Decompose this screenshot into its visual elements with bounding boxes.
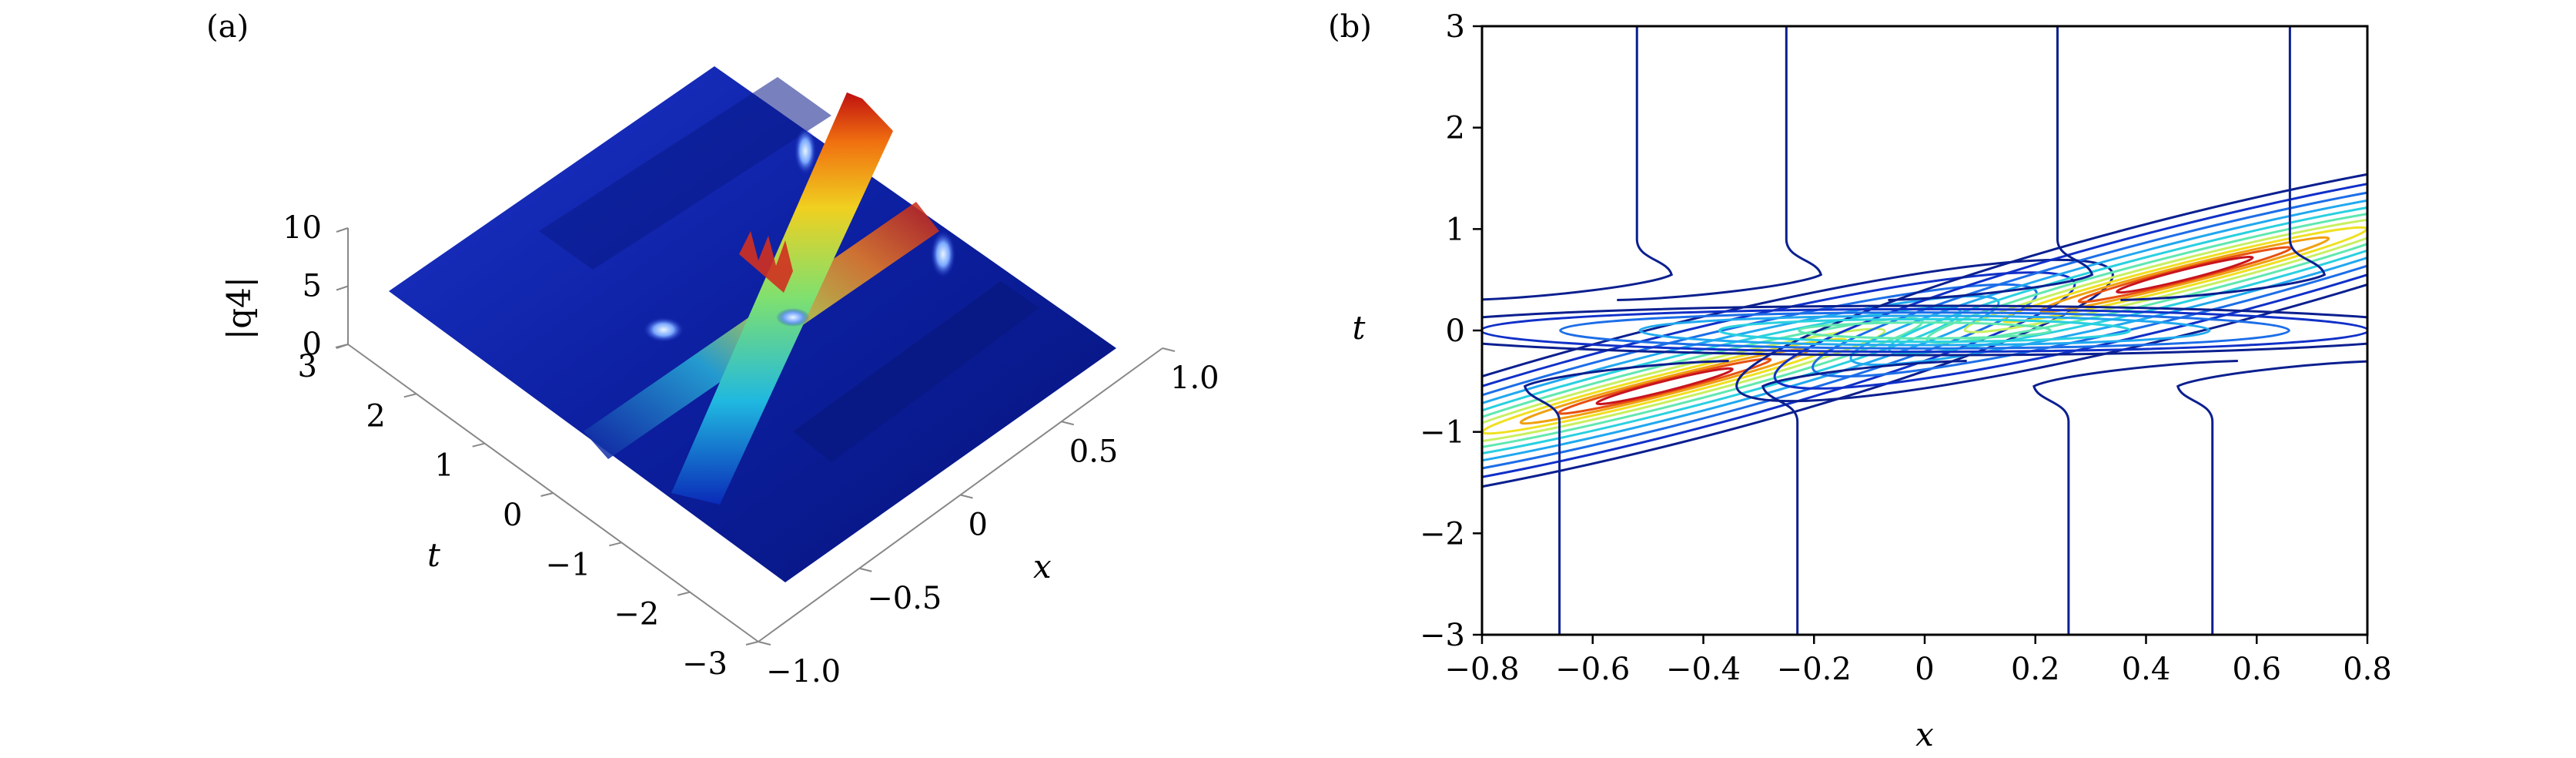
x-tick-label: −0.6 [1555,652,1630,687]
contour-line [1482,317,1924,456]
surface-highlight [644,317,684,342]
panel-a-label: (a) [206,9,249,45]
x-tick-label: −0.5 [867,581,942,616]
contour-line [1718,317,2132,344]
y-tick-label: −1 [1420,415,1465,451]
y-axis-title-b: t [1353,309,1366,347]
contour-line [1482,304,2367,357]
t-tick-label: −2 [614,597,659,632]
t-tick [745,641,759,646]
contour-line [1925,205,2367,344]
contour-line [2116,255,2254,294]
plot-frame [1480,25,2369,636]
contour-line [1888,26,2094,301]
t-tick [677,591,691,596]
z-tick-label: 0 [303,327,322,362]
x-tick [758,641,771,646]
y-tick-label: 3 [1446,9,1465,45]
x-tick [1061,421,1074,426]
x-tick-label: −0.4 [1666,652,1741,687]
t-tick [609,542,622,547]
contour-line [1773,159,2367,390]
x-axis-title: x [1033,548,1052,585]
x-tick-label: 0.2 [2011,652,2060,687]
x-tick-label: −1.0 [766,654,841,689]
contour-line [1617,26,1823,301]
contour-axis-ticks [1473,25,2369,644]
contour-line [2176,360,2367,635]
contour-line [1482,26,1673,301]
z-tick-label: 10 [283,210,322,246]
contour-line [1557,357,1772,415]
y-tick-label: −3 [1420,618,1465,653]
z-tick [336,285,349,291]
surface-band [539,77,831,270]
y-tick-label: 2 [1446,111,1465,146]
contour-line [2077,246,2292,304]
contour-plot-area [1482,26,2367,635]
contour-line [1523,360,1729,635]
panel-b: (b) −0.8 −0.6 −0.4 −0.2 0 0.2 0.4 0.6 0.8 −3 −2 −1 0… [1328,9,2392,753]
contour-line [1849,183,2367,367]
x-tick [1162,347,1176,352]
x-tick-label: 0.5 [1069,434,1119,469]
t-tick [403,393,417,398]
z-tick-label: 5 [303,269,322,304]
x-tick-label: 0.4 [2122,652,2171,687]
t-axis-title: t [427,536,440,574]
axes-3d-ticks [335,227,1176,646]
contour-lines [1482,26,2367,635]
x-tick [960,494,973,499]
t-tick-label: −3 [682,646,728,682]
contour-line [2120,26,2327,301]
x-tick-label: 1.0 [1170,361,1219,396]
contour-tick-labels: −0.8 −0.6 −0.4 −0.2 0 0.2 0.4 0.6 0.8 −3 −2 −1 0 1 2 3 [1420,9,2392,687]
t-tick [472,442,485,448]
contour-line [1482,327,1886,445]
surface-highlight [776,308,810,327]
contour-line [1735,147,2367,403]
surface-peak-spikes [739,231,793,293]
z-axis-title: |q4| [220,277,258,340]
contour-line [1482,271,2076,501]
t-tick-label: 1 [434,448,453,484]
contour-line [1638,314,2211,347]
axes-3d-tick-labels: 0 5 10 −3 −2 −1 0 1 2 3 −1.0 −0.5 0 0.5 1.0 [283,210,1219,689]
surface-plot [389,66,1116,582]
x-tick-label: 0.8 [2343,652,2392,687]
x-tick-label: −0.2 [1777,652,1852,687]
surface-highlight [931,231,955,277]
z-tick [336,227,349,233]
y-tick-label: 1 [1446,212,1465,247]
contour-line [1798,321,2052,340]
contour-line [1963,216,2367,334]
contour-line [1482,307,2367,354]
t-tick-label: 3 [298,349,317,384]
surface-highlight [795,128,816,174]
x-tick-label: 0 [969,508,988,543]
surface-band [793,281,1039,462]
contour-line [2032,360,2238,635]
contour-line [1482,294,2000,478]
t-tick-label: 2 [366,398,385,434]
t-tick [335,344,349,348]
y-tick-label: 0 [1446,314,1465,349]
y-tick-label: −2 [1420,516,1465,552]
x-tick-label: 0.6 [2232,652,2281,687]
contour-line [1482,258,2114,514]
x-tick-label: 0 [1915,652,1934,687]
panel-b-label: (b) [1328,9,1372,45]
contour-line [1761,360,1967,635]
x-axis-title-b: x [1915,716,1934,753]
x-tick [859,567,872,572]
contour-line [1559,311,2290,350]
panel-a: (a) 0 5 10 −3 −2 −1 0 1 2 3 −1.0 −0.5 0 0.5 1.0 [206,9,1219,689]
contour-line [1595,367,1734,406]
t-tick-label: −1 [545,547,590,582]
x-tick-label: −0.8 [1444,652,1519,687]
surface-peak-ridge [671,92,893,505]
t-tick [540,492,554,497]
t-tick-label: 0 [503,498,522,533]
